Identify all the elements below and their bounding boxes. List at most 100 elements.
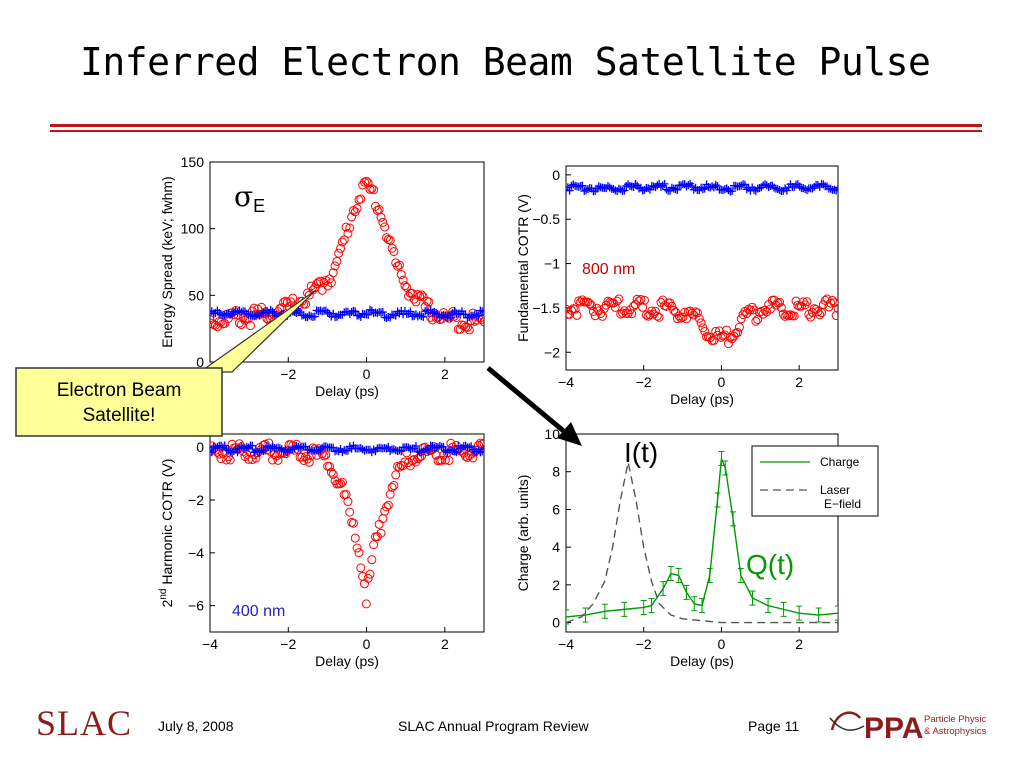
data-point bbox=[345, 223, 355, 233]
arrow-head bbox=[557, 422, 582, 446]
data-point bbox=[672, 314, 682, 324]
x-tick-label: 2 bbox=[441, 366, 449, 382]
data-point bbox=[334, 248, 344, 258]
data-point bbox=[612, 296, 622, 306]
data-point bbox=[428, 441, 437, 450]
data-point bbox=[780, 311, 790, 321]
data-point bbox=[409, 454, 419, 464]
plot-frame bbox=[565, 165, 839, 371]
data-point bbox=[660, 179, 669, 188]
data-point bbox=[356, 194, 366, 204]
data-point bbox=[316, 445, 325, 454]
data-point bbox=[629, 301, 639, 311]
series-line bbox=[566, 462, 838, 624]
data-point bbox=[372, 205, 382, 215]
ppa-logo-text: PPA bbox=[864, 712, 923, 745]
data-point bbox=[336, 479, 346, 489]
data-point bbox=[404, 443, 413, 452]
data-point bbox=[422, 296, 432, 306]
data-point bbox=[480, 308, 484, 317]
x-tick-label: −4 bbox=[202, 636, 218, 652]
data-point bbox=[467, 442, 476, 451]
data-point bbox=[724, 186, 733, 195]
arrow-line bbox=[486, 366, 568, 435]
y-axis-label: Charge (arb. units) bbox=[515, 475, 531, 592]
data-point bbox=[210, 446, 214, 455]
data-point bbox=[795, 182, 804, 191]
data-point bbox=[391, 470, 401, 480]
y-tick-label: −4 bbox=[188, 545, 204, 561]
data-point bbox=[415, 311, 424, 320]
data-point bbox=[356, 563, 366, 573]
data-point bbox=[587, 301, 597, 311]
data-point bbox=[305, 311, 314, 320]
data-point bbox=[789, 311, 799, 321]
x-axis-label: Delay (ps) bbox=[670, 391, 734, 407]
title-rule-top bbox=[50, 124, 982, 127]
data-point bbox=[687, 182, 696, 191]
y-tick-label: 0 bbox=[552, 167, 560, 183]
data-point bbox=[580, 186, 589, 195]
sigma-e-label: σE bbox=[234, 180, 265, 216]
data-point bbox=[751, 316, 761, 326]
data-point bbox=[756, 306, 766, 316]
data-point bbox=[321, 442, 330, 451]
data-point bbox=[700, 184, 709, 193]
data-point bbox=[389, 310, 398, 319]
data-point bbox=[246, 310, 255, 319]
label-800nm: 800 nm bbox=[582, 261, 635, 278]
x-tick-label: 0 bbox=[718, 374, 726, 390]
data-point bbox=[735, 182, 744, 191]
data-point bbox=[310, 312, 319, 321]
data-point bbox=[360, 446, 369, 455]
data-point bbox=[698, 185, 707, 194]
y-tick-label: 6 bbox=[552, 501, 560, 517]
data-point bbox=[734, 322, 744, 332]
data-point bbox=[363, 573, 373, 583]
data-point bbox=[815, 310, 825, 320]
y-axis-label: 2nd Harmonic COTR (V) bbox=[158, 459, 175, 608]
data-point bbox=[784, 311, 794, 321]
data-point bbox=[753, 314, 763, 324]
y-tick-label: 0 bbox=[196, 439, 204, 455]
data-point bbox=[830, 185, 838, 194]
data-point bbox=[576, 297, 586, 307]
y-tick-label: −1.5 bbox=[532, 300, 560, 316]
data-point bbox=[406, 307, 415, 316]
data-point bbox=[424, 446, 433, 455]
data-point bbox=[435, 441, 444, 450]
data-point bbox=[229, 447, 238, 456]
ppa-logo: PPA Particle Physics & Astrophysics bbox=[829, 711, 986, 745]
data-point bbox=[376, 212, 386, 222]
data-point bbox=[321, 450, 331, 460]
footer-event: SLAC Annual Program Review bbox=[398, 718, 589, 734]
data-point bbox=[337, 477, 347, 487]
data-point bbox=[802, 297, 812, 307]
data-point bbox=[684, 181, 693, 190]
data-point bbox=[337, 237, 347, 247]
footer-date: July 8, 2008 bbox=[158, 718, 234, 734]
data-point bbox=[245, 321, 255, 331]
data-point bbox=[654, 312, 664, 322]
data-point bbox=[450, 447, 459, 456]
data-point bbox=[446, 313, 455, 322]
data-point bbox=[638, 302, 648, 312]
data-point bbox=[687, 308, 697, 318]
data-point bbox=[274, 443, 283, 452]
data-point bbox=[776, 303, 786, 313]
data-point bbox=[407, 456, 417, 466]
x-tick-label: 2 bbox=[795, 374, 803, 390]
data-point bbox=[828, 295, 838, 305]
x-axis-label: Delay (ps) bbox=[315, 383, 379, 399]
harmonic-cotr-plot: 0 −2 −4 −6 −4 −2 0 2 Delay (ps) 2nd Harmonic COTR… bbox=[158, 433, 485, 669]
data-point bbox=[620, 186, 629, 195]
y-tick-label: −6 bbox=[188, 598, 204, 614]
x-tick-label: 0 bbox=[363, 636, 371, 652]
data-point bbox=[341, 489, 351, 499]
data-point bbox=[437, 455, 447, 465]
data-point bbox=[692, 308, 702, 318]
data-point bbox=[605, 183, 614, 192]
data-point bbox=[432, 309, 441, 318]
data-point bbox=[367, 184, 377, 194]
data-point bbox=[446, 445, 455, 454]
